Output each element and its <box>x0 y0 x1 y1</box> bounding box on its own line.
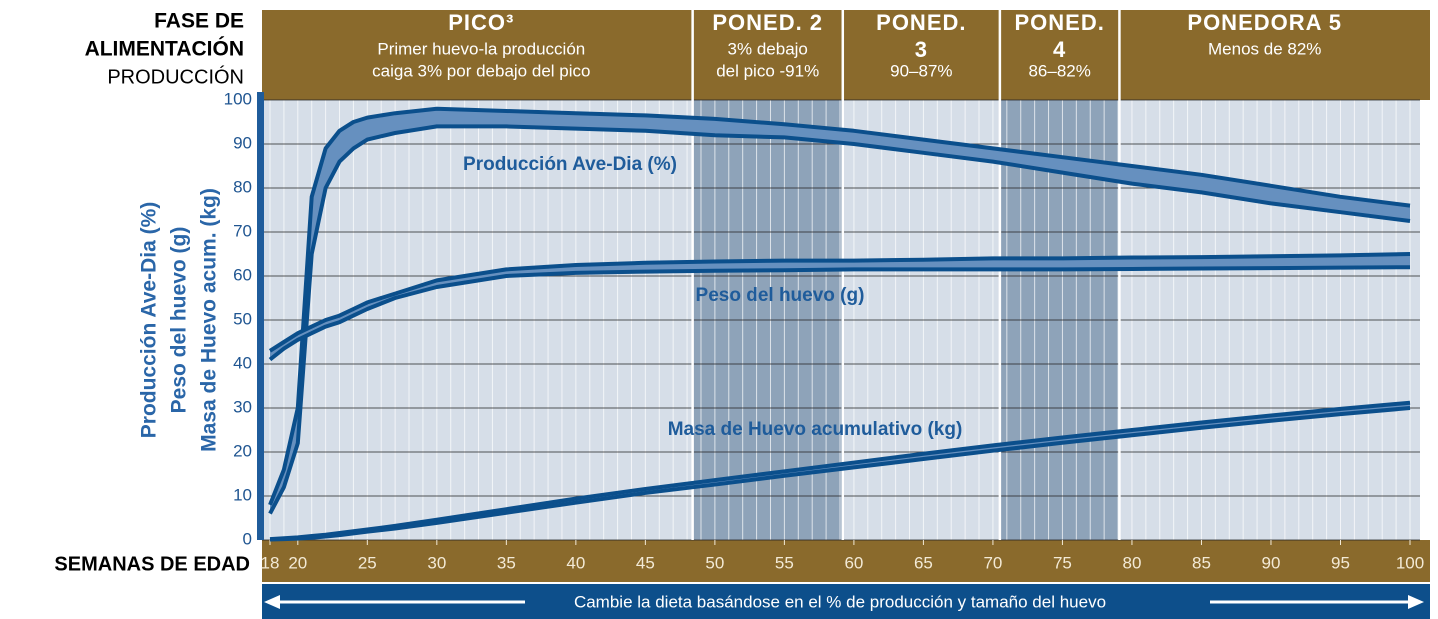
y-tick-label: 0 <box>243 529 252 548</box>
x-tick-label: 18 <box>261 553 280 572</box>
phase-title: PONED. <box>1014 10 1104 35</box>
x-axis-label: SEMANAS DE EDAD <box>54 553 250 575</box>
footer-text: Cambie la dieta basándose en el % de pro… <box>574 592 1106 611</box>
phase-desc: del pico -91% <box>716 61 819 80</box>
phase-title: PONEDORA 5 <box>1187 10 1342 35</box>
phase-desc: 3% debajo <box>728 39 808 58</box>
x-tick-label: 55 <box>775 553 794 572</box>
y-axis-bar <box>257 92 264 540</box>
series-line <box>269 406 1411 542</box>
x-tick-label: 90 <box>1262 553 1281 572</box>
x-tick-label: 70 <box>983 553 1002 572</box>
series-label: Producción Ave-Dia (%) <box>463 154 677 175</box>
y-tick-label: 20 <box>233 441 252 460</box>
y-tick-label: 30 <box>233 397 252 416</box>
week-band <box>262 540 1430 582</box>
x-tick-label: 95 <box>1331 553 1350 572</box>
x-tick-label: 45 <box>636 553 655 572</box>
series-line <box>268 265 1411 362</box>
y-tick-label: 50 <box>233 309 252 328</box>
arrow-head <box>1408 595 1424 609</box>
y-tick-label: 40 <box>233 353 252 372</box>
y-axis-label: Producción Ave-Dia (%) <box>138 202 161 438</box>
series-line <box>268 124 1411 515</box>
x-tick-label: 40 <box>566 553 585 572</box>
x-tick-label: 35 <box>497 553 516 572</box>
band-fill <box>270 254 1410 360</box>
phase-header <box>262 10 1430 100</box>
series-label: Masa de Huevo acumulativo (kg) <box>668 419 963 440</box>
x-tick-label: 20 <box>288 553 307 572</box>
phase-desc: Primer huevo-la producción <box>377 39 585 58</box>
phase-title: PONED. <box>876 10 966 35</box>
x-tick-label: 75 <box>1053 553 1072 572</box>
x-tick-label: 80 <box>1122 553 1141 572</box>
series-line <box>268 106 1411 506</box>
phase-desc: Menos de 82% <box>1208 39 1321 58</box>
x-tick-label: 50 <box>705 553 724 572</box>
phase-title: 4 <box>1053 37 1066 62</box>
y-tick-label: 80 <box>233 177 252 196</box>
y-tick-label: 70 <box>233 221 252 240</box>
phase-title: PICO³ <box>448 10 514 35</box>
y-axis-label: Masa de Huevo acum. (kg) <box>198 188 221 452</box>
phase-desc: 86–82% <box>1028 61 1090 80</box>
x-tick-label: 30 <box>427 553 446 572</box>
series-line <box>268 252 1411 353</box>
phase-desc: caiga 3% por debajo del pico <box>372 61 590 80</box>
y-tick-label: 10 <box>233 485 252 504</box>
x-tick-label: 65 <box>914 553 933 572</box>
y-tick-label: 60 <box>233 265 252 284</box>
x-tick-label: 100 <box>1396 553 1424 572</box>
y-tick-label: 100 <box>224 89 252 108</box>
phase-desc: 90–87% <box>890 61 952 80</box>
phase-label: ALIMENTACIÓN <box>85 37 244 61</box>
x-tick-label: 25 <box>358 553 377 572</box>
phase-title: PONED. 2 <box>712 10 823 35</box>
phase-label: FASE DE <box>154 10 244 33</box>
y-tick-label: 90 <box>233 133 252 152</box>
x-tick-label: 60 <box>844 553 863 572</box>
y-axis-label: Peso del huevo (g) <box>168 227 191 414</box>
arrow-head <box>264 595 280 609</box>
phase-sublabel: PRODUCCIÓN <box>107 65 244 88</box>
x-tick-label: 85 <box>1192 553 1211 572</box>
phase-title: 3 <box>915 37 928 62</box>
series-label: Peso del huevo (g) <box>696 285 865 306</box>
